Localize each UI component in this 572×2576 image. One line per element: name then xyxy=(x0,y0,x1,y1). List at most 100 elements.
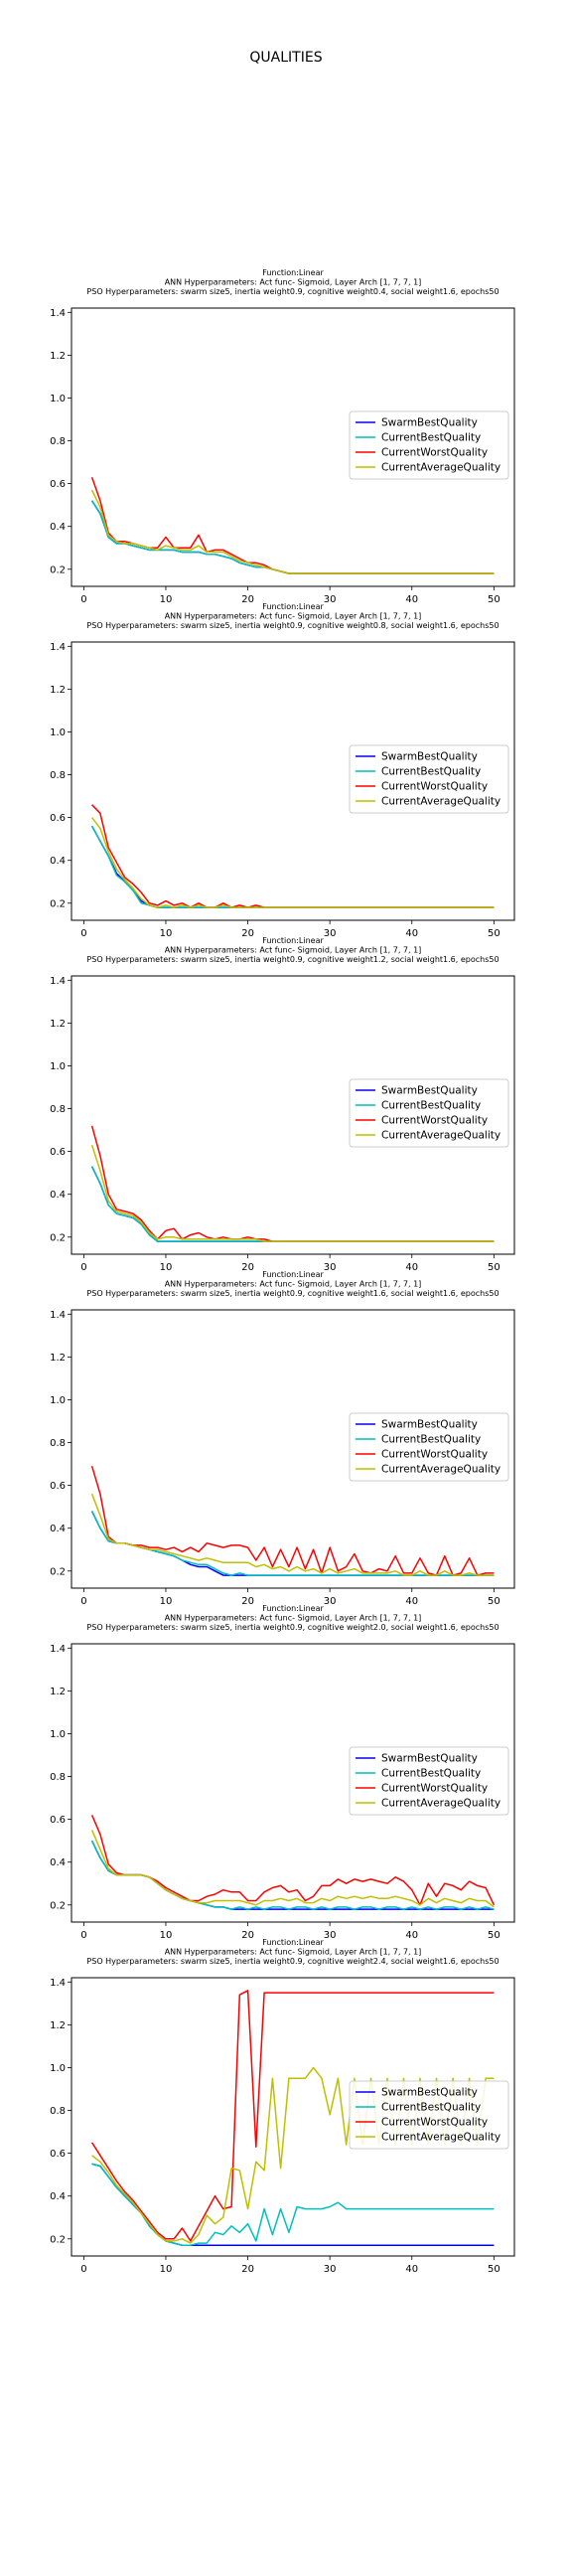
series-line-CurrentBestQuality xyxy=(90,1166,495,1242)
chart-title-line: PSO Hyperparameters: swarm size5, inerti… xyxy=(86,1957,499,1966)
y-tick-label: 0.2 xyxy=(50,564,66,575)
chart-title-line: Function:Linear xyxy=(262,602,324,611)
series-line-SwarmBestQuality xyxy=(90,1166,495,1242)
series-line-CurrentWorstQuality xyxy=(90,1465,495,1576)
y-tick-label: 0.6 xyxy=(50,479,66,490)
x-tick-label: 10 xyxy=(160,2264,173,2275)
x-tick-label: 30 xyxy=(324,1930,337,1941)
chart-title-line: PSO Hyperparameters: swarm size5, inerti… xyxy=(86,955,499,964)
x-tick-label: 20 xyxy=(241,1930,254,1941)
legend-label: CurrentWorstQuality xyxy=(381,447,488,459)
x-tick-label: 50 xyxy=(488,1930,500,1941)
legend-label: SwarmBestQuality xyxy=(381,2087,478,2099)
y-tick-label: 0.2 xyxy=(50,1900,66,1911)
y-tick-label: 1.2 xyxy=(50,685,66,696)
x-tick-label: 50 xyxy=(488,594,500,605)
chart-title-line: ANN Hyperparameters: Act func- Sigmoid, … xyxy=(165,1948,422,1957)
chart-title-line: PSO Hyperparameters: swarm size5, inerti… xyxy=(86,1289,499,1298)
legend: SwarmBestQuality CurrentBestQuality Curren… xyxy=(349,1412,509,1482)
chart-title-line: ANN Hyperparameters: Act func- Sigmoid, … xyxy=(165,946,422,955)
y-tick-label: 1.2 xyxy=(50,351,66,362)
series-line-CurrentBestQuality xyxy=(90,1511,495,1576)
legend-box xyxy=(349,2080,509,2150)
axes-frame xyxy=(71,307,515,587)
legend-box xyxy=(349,410,509,480)
chart-title-line: Function:Linear xyxy=(262,1270,324,1279)
series-line-CurrentAverageQuality xyxy=(90,1830,495,1908)
legend-label: CurrentWorstQuality xyxy=(381,2117,488,2129)
axes-frame xyxy=(71,1309,515,1589)
legend-label: CurrentAverageQuality xyxy=(381,2132,500,2144)
legend-box xyxy=(349,1412,509,1482)
y-tick-label: 0.6 xyxy=(50,813,66,824)
y-tick-label: 0.8 xyxy=(50,770,66,781)
legend-label: CurrentAverageQuality xyxy=(381,796,500,808)
x-tick-label: 30 xyxy=(324,2264,337,2275)
y-tick-label: 1.4 xyxy=(50,1310,66,1321)
y-tick-label: 1.4 xyxy=(50,642,66,653)
x-tick-label: 30 xyxy=(324,1262,337,1273)
chart-title-line: ANN Hyperparameters: Act func- Sigmoid, … xyxy=(165,1614,422,1623)
y-tick-label: 0.4 xyxy=(50,856,66,867)
legend-label: CurrentAverageQuality xyxy=(381,1798,500,1810)
chart-title-line: ANN Hyperparameters: Act func- Sigmoid, … xyxy=(165,612,422,621)
series-line-CurrentWorstQuality xyxy=(90,476,495,574)
chart-title-line: PSO Hyperparameters: swarm size5, inerti… xyxy=(86,1623,499,1632)
chart-title-line: PSO Hyperparameters: swarm size5, inerti… xyxy=(86,621,499,630)
x-tick-label: 40 xyxy=(405,2264,418,2275)
x-tick-label: 40 xyxy=(405,1930,418,1941)
series-line-CurrentBestQuality xyxy=(90,825,495,908)
legend: SwarmBestQuality CurrentBestQuality Curren… xyxy=(349,744,509,814)
y-tick-label: 0.4 xyxy=(50,2191,66,2202)
y-tick-label: 1.2 xyxy=(50,2020,66,2031)
y-tick-label: 1.0 xyxy=(50,1729,66,1740)
x-tick-label: 10 xyxy=(160,1262,173,1273)
y-tick-label: 0.4 xyxy=(50,1190,66,1201)
chart-title-line: Function:Linear xyxy=(262,1604,324,1613)
chart-title-line: ANN Hyperparameters: Act func- Sigmoid, … xyxy=(165,1280,422,1289)
y-tick-label: 0.6 xyxy=(50,1815,66,1826)
chart-title-line: Function:Linear xyxy=(262,936,324,945)
legend: SwarmBestQuality CurrentBestQuality Curren… xyxy=(349,410,509,480)
legend-label: CurrentBestQuality xyxy=(381,766,481,778)
y-tick-label: 0.2 xyxy=(50,898,66,909)
series-line-CurrentAverageQuality xyxy=(90,1493,495,1576)
series-line-CurrentWorstQuality xyxy=(90,1990,495,2242)
legend-label: CurrentBestQuality xyxy=(381,1768,481,1780)
axes-frame xyxy=(71,975,515,1255)
series-line-CurrentAverageQuality xyxy=(90,489,495,574)
y-tick-label: 1.2 xyxy=(50,1353,66,1364)
y-tick-label: 0.4 xyxy=(50,522,66,533)
legend-label: CurrentAverageQuality xyxy=(381,1130,500,1142)
y-tick-label: 0.8 xyxy=(50,2106,66,2117)
series-line-SwarmBestQuality xyxy=(91,2163,495,2246)
x-tick-label: 0 xyxy=(80,2264,86,2275)
x-tick-label: 20 xyxy=(241,1262,254,1273)
x-tick-label: 0 xyxy=(80,1930,86,1941)
legend-label: CurrentAverageQuality xyxy=(381,462,500,474)
y-tick-label: 1.4 xyxy=(50,976,66,987)
x-tick-label: 40 xyxy=(405,1262,418,1273)
legend: SwarmBestQuality CurrentBestQuality Curren… xyxy=(349,1078,509,1148)
x-tick-label: 0 xyxy=(80,594,86,605)
y-tick-label: 0.8 xyxy=(50,1104,66,1115)
x-tick-label: 50 xyxy=(488,2264,500,2275)
chart-title-line: PSO Hyperparameters: swarm size5, inerti… xyxy=(86,287,499,296)
axes-frame xyxy=(71,1643,515,1923)
x-tick-label: 10 xyxy=(160,594,173,605)
y-tick-label: 0.2 xyxy=(50,1232,66,1243)
chart-title-line: Function:Linear xyxy=(262,1938,324,1947)
legend-label: SwarmBestQuality xyxy=(381,1085,478,1097)
legend-label: CurrentWorstQuality xyxy=(381,1115,488,1127)
legend: SwarmBestQuality CurrentBestQuality Curren… xyxy=(349,2080,509,2150)
y-tick-label: 0.8 xyxy=(50,1438,66,1449)
legend-box xyxy=(349,1078,509,1148)
legend-label: CurrentWorstQuality xyxy=(381,1449,488,1461)
legend-label: SwarmBestQuality xyxy=(381,1419,478,1431)
x-tick-label: 10 xyxy=(160,1596,173,1607)
legend-label: CurrentWorstQuality xyxy=(381,781,488,793)
